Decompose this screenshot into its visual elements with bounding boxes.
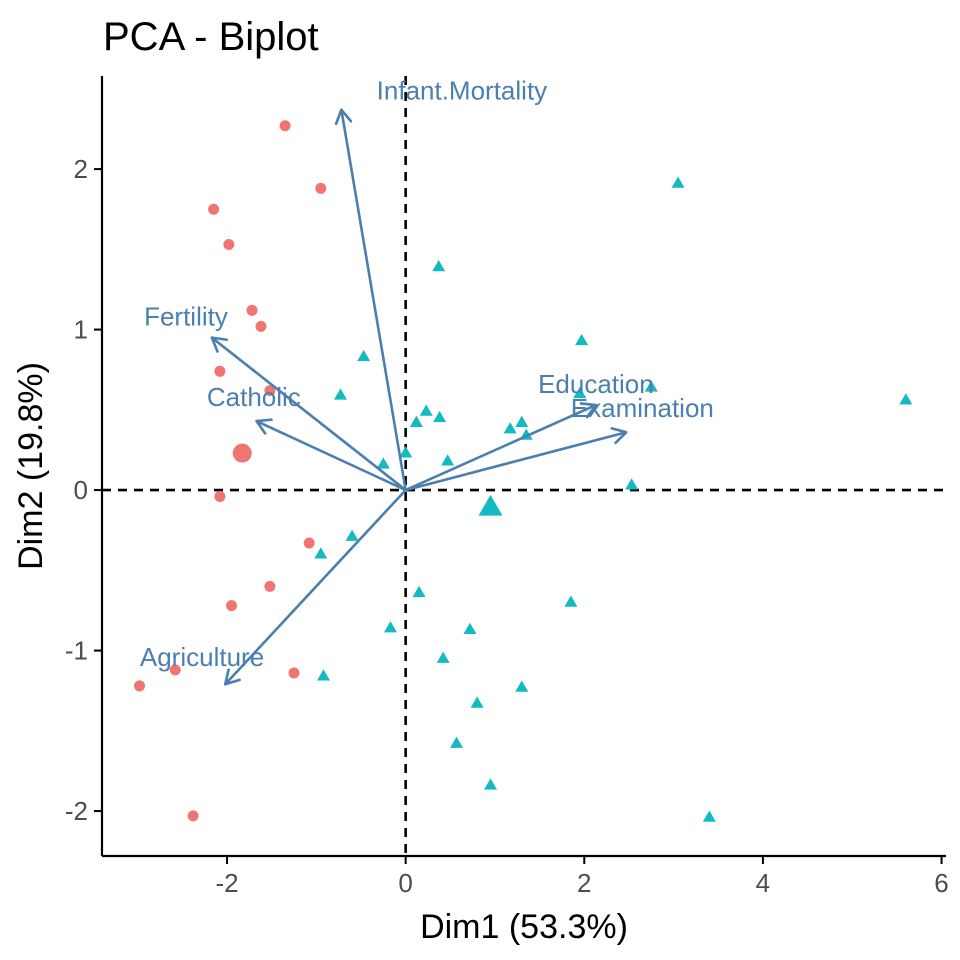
data-point-circle: [187, 810, 199, 822]
variable-arrow-head: [334, 108, 353, 126]
data-point-circle: [214, 490, 226, 502]
y-tick-label: 0: [74, 475, 88, 505]
data-point-triangle: [436, 651, 450, 663]
data-point-triangle: [433, 410, 447, 423]
y-axis-title: Dim2 (19.8%): [12, 362, 50, 570]
data-point-circle: [279, 120, 291, 132]
data-point-circle: [246, 304, 258, 316]
data-point-triangle: [625, 478, 639, 490]
data-point-circle: [223, 239, 235, 251]
x-axis-title: Dim1 (53.3%): [420, 908, 628, 946]
data-point-triangle: [671, 176, 685, 188]
variable-arrow-head: [610, 427, 628, 445]
x-tick-label: 6: [934, 868, 948, 898]
variable-label: Education: [538, 369, 654, 399]
data-point-triangle: [399, 446, 413, 458]
variable-arrows: [210, 108, 628, 686]
data-point-triangle: [470, 696, 484, 708]
data-point-circle: [169, 664, 181, 676]
data-point-triangle: [644, 380, 658, 392]
variable-arrow-shaft: [211, 336, 407, 492]
x-tick-label: 2: [577, 868, 591, 898]
group-centroid-triangle: [478, 494, 503, 516]
data-point-triangle: [383, 621, 397, 633]
data-point-triangle: [314, 547, 328, 559]
data-point-triangle: [702, 810, 716, 822]
data-point-circle: [264, 580, 276, 592]
variable-arrow-head: [210, 336, 229, 353]
data-point-circle: [288, 667, 300, 679]
reference-lines: [102, 76, 946, 856]
data-point-triangle: [345, 529, 359, 541]
data-point-triangle: [412, 585, 426, 598]
data-point-circle: [315, 182, 327, 194]
data-point-circle: [226, 600, 238, 612]
variable-label: Catholic: [207, 382, 301, 412]
group-centroid-circle: [232, 443, 252, 463]
variable-arrow-shaft: [255, 419, 407, 492]
points: [134, 120, 913, 822]
x-tick-label: 0: [398, 868, 412, 898]
variable-label: Infant.Mortality: [377, 75, 548, 105]
data-point-triangle: [441, 454, 455, 466]
x-tick-label: 4: [756, 868, 770, 898]
variable-arrow-shaft: [224, 489, 407, 686]
data-point-triangle: [575, 333, 589, 346]
chart-title: PCA - Biplot: [103, 15, 319, 59]
data-point-circle: [303, 537, 315, 549]
y-tick-label: 1: [74, 315, 88, 345]
data-point-triangle: [333, 388, 347, 400]
x-ticks: -2 0 2 4 6: [215, 856, 949, 898]
data-point-triangle: [515, 680, 529, 692]
variable-arrow-shaft: [405, 431, 627, 492]
variable-arrow-shaft: [340, 109, 407, 491]
x-tick-label: -2: [215, 868, 238, 898]
data-point-circle: [134, 680, 146, 692]
data-point-triangle: [484, 778, 498, 790]
data-point-triangle: [515, 415, 529, 427]
variable-arrow-head: [579, 402, 598, 419]
variable-arrow-head: [255, 418, 273, 435]
data-point-triangle: [899, 393, 913, 405]
data-point-circle: [208, 203, 220, 215]
data-point-circle: [264, 385, 276, 397]
data-point-triangle: [432, 260, 446, 272]
axes: [100, 76, 946, 858]
data-point-circle: [255, 320, 267, 332]
data-point-triangle: [419, 404, 433, 416]
variable-arrow-head: [223, 668, 241, 686]
y-ticks: -2 -1 0 1 2: [65, 154, 102, 826]
data-point-triangle: [564, 595, 578, 607]
y-tick-label: -2: [65, 796, 88, 826]
y-tick-label: -1: [65, 636, 88, 666]
variable-labels: Infant.Mortality Fertility Catholic Educati…: [140, 75, 714, 672]
data-point-triangle: [573, 386, 587, 399]
variable-label: Examination: [571, 393, 714, 423]
variable-label: Agriculture: [140, 642, 264, 672]
data-point-triangle: [463, 622, 477, 634]
data-point-triangle: [316, 669, 330, 681]
data-point-triangle: [503, 422, 517, 434]
data-point-triangle: [450, 736, 464, 748]
data-point-triangle: [409, 415, 423, 427]
data-point-triangle: [376, 457, 390, 469]
variable-arrow-shaft: [405, 403, 597, 492]
data-point-triangle: [357, 349, 371, 362]
data-point-circle: [214, 365, 226, 377]
y-tick-label: 2: [74, 154, 88, 184]
variable-label: Fertility: [144, 302, 228, 332]
